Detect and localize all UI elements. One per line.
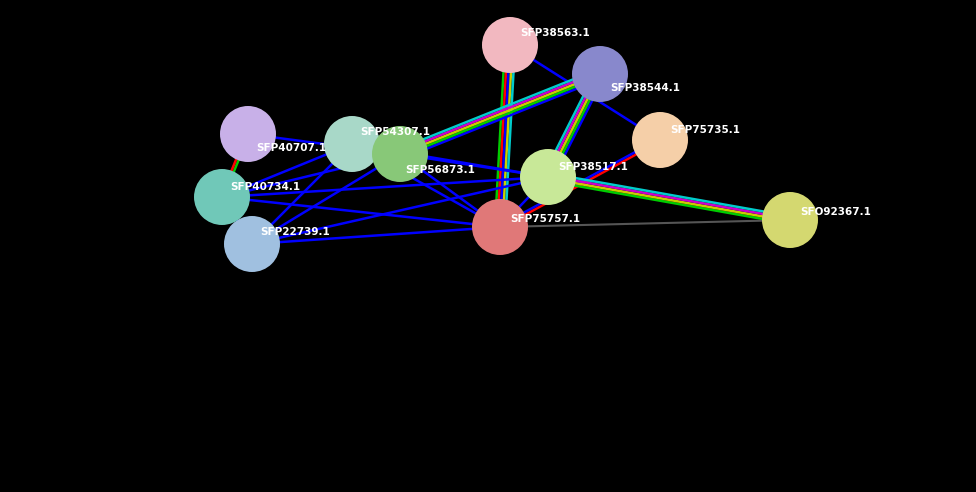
Text: SFP38563.1: SFP38563.1 [520,28,590,38]
Circle shape [224,216,280,272]
Circle shape [194,169,250,225]
Circle shape [632,112,688,168]
Circle shape [472,199,528,255]
Text: SFP40707.1: SFP40707.1 [256,143,326,153]
Circle shape [372,126,428,182]
Circle shape [482,17,538,73]
Text: SFP56873.1: SFP56873.1 [405,165,475,175]
Text: SFP38544.1: SFP38544.1 [610,83,680,93]
Text: SFP54307.1: SFP54307.1 [360,127,430,137]
Text: SFO92367.1: SFO92367.1 [800,207,871,217]
Circle shape [762,192,818,248]
Text: SFP75757.1: SFP75757.1 [510,214,580,224]
Text: SFP40734.1: SFP40734.1 [230,182,301,192]
Text: SFP22739.1: SFP22739.1 [260,227,330,237]
Circle shape [520,149,576,205]
Circle shape [220,106,276,162]
Circle shape [324,116,380,172]
Text: SFP38517.1: SFP38517.1 [558,162,628,172]
Circle shape [572,46,628,102]
Text: SFP75735.1: SFP75735.1 [670,125,740,135]
